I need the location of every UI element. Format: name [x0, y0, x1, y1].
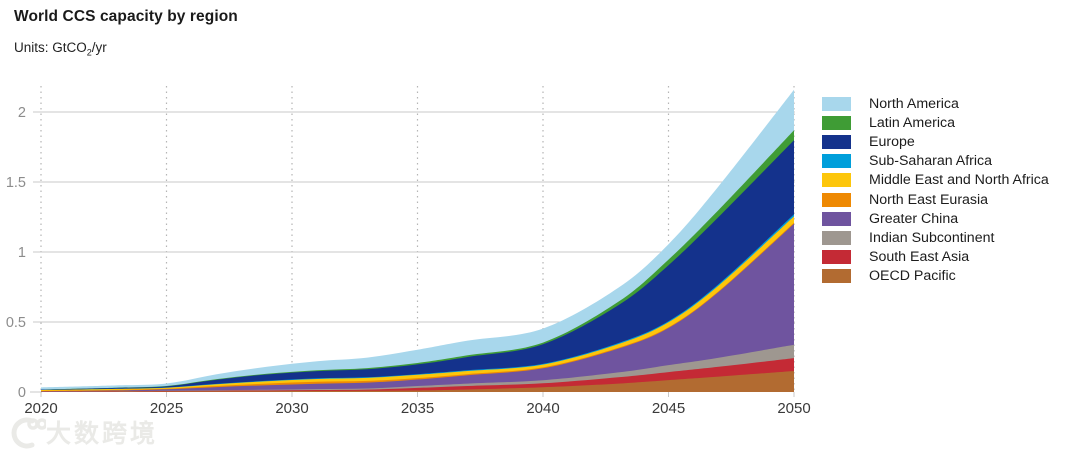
area-sub-saharan-africa [41, 214, 794, 392]
y-tick-label: 0 [18, 385, 26, 401]
legend-item-oecd-pacific: OECD Pacific [822, 267, 1049, 286]
legend-swatch-europe [822, 134, 851, 149]
chart-title: World CCS capacity by region [14, 8, 238, 25]
units-subscript: 2 [86, 47, 92, 58]
legend-label: South East Asia [869, 249, 970, 266]
area-oecd-pacific [41, 371, 794, 392]
legend-label: OECD Pacific [869, 268, 956, 285]
legend-item-greater-china: Greater China [822, 209, 1049, 228]
legend-swatch-indian-subcontinent [822, 230, 851, 245]
legend-label: Sub-Saharan Africa [869, 153, 993, 170]
legend-label: Middle East and North Africa [869, 172, 1049, 189]
units-suffix: /yr [91, 40, 107, 55]
y-tick-label: 0.5 [6, 315, 26, 331]
legend-swatch-south-east-asia [822, 250, 851, 265]
legend-label: North America [869, 95, 959, 112]
legend-swatch-latin-america [822, 115, 851, 130]
chart-legend: North America Latin America Europe Sub-Saha… [822, 94, 1049, 286]
legend-item-latin-america: Latin America [822, 113, 1049, 132]
x-tick-label: 2045 [652, 400, 685, 417]
legend-item-north-east-eurasia: North East Eurasia [822, 190, 1049, 209]
legend-swatch-north-america [822, 96, 851, 111]
y-tick-label: 2 [18, 105, 26, 121]
legend-swatch-north-east-eurasia [822, 192, 851, 207]
legend-item-middle-east-and-north-africa: Middle East and North Africa [822, 171, 1049, 190]
x-tick-label: 2050 [777, 400, 810, 417]
legend-item-north-america: North America [822, 94, 1049, 113]
area-south-east-asia [41, 358, 794, 392]
units-prefix: Units: GtCO [14, 40, 87, 55]
units-label: Units: GtCO2/yr [14, 40, 107, 58]
y-tick-label: 1.5 [6, 175, 26, 191]
legend-swatch-greater-china [822, 211, 851, 226]
legend-item-europe: Europe [822, 132, 1049, 151]
legend-label: North East Eurasia [869, 191, 989, 208]
x-tick-label: 2025 [150, 400, 183, 417]
x-tick-label: 2040 [526, 400, 559, 417]
legend-label: Latin America [869, 114, 955, 131]
legend-label: Greater China [869, 210, 959, 227]
legend-swatch-sub-saharan-africa [822, 154, 851, 169]
legend-label: Indian Subcontinent [869, 229, 995, 246]
legend-swatch-middle-east-and-north-africa [822, 173, 851, 188]
legend-item-south-east-asia: South East Asia [822, 248, 1049, 267]
legend-item-sub-saharan-africa: Sub-Saharan Africa [822, 152, 1049, 171]
x-tick-label: 2020 [24, 400, 57, 417]
legend-item-indian-subcontinent: Indian Subcontinent [822, 228, 1049, 247]
x-tick-label: 2030 [275, 400, 308, 417]
y-tick-label: 1 [18, 245, 26, 261]
legend-label: Europe [869, 133, 915, 150]
legend-swatch-oecd-pacific [822, 269, 851, 284]
area-europe [41, 140, 794, 392]
x-tick-label: 2035 [401, 400, 434, 417]
